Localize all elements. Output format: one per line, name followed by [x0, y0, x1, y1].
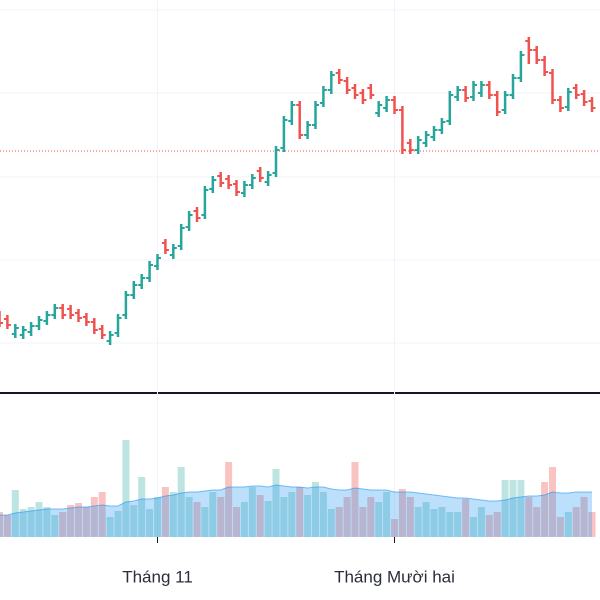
volume-bar	[146, 509, 154, 537]
volume-bar	[280, 497, 288, 537]
volume-bar	[122, 440, 130, 537]
volume-bar	[82, 507, 90, 537]
volume-bar	[383, 492, 391, 537]
volume-bar	[75, 503, 82, 537]
volume-bar	[438, 507, 446, 537]
volume-bar	[27, 507, 35, 537]
volume-bar	[114, 511, 122, 537]
volume-bar	[541, 482, 549, 537]
volume-bar	[564, 512, 572, 537]
volume-bar	[59, 512, 67, 537]
x-tick-label: Tháng 11	[122, 567, 193, 586]
volume-bar	[3, 515, 11, 537]
volume-bar	[106, 517, 114, 537]
volume-bar	[556, 517, 564, 537]
volume-bar	[572, 507, 580, 537]
volume-bar	[509, 480, 517, 537]
volume-bar	[533, 507, 541, 537]
volume-bar	[256, 495, 264, 537]
volume-bar	[312, 482, 319, 537]
volume-ma-area	[0, 485, 592, 537]
volume-bar	[525, 497, 533, 537]
volume-bar	[422, 502, 430, 537]
volume-bar	[304, 495, 312, 537]
volume-bar	[430, 509, 438, 537]
volume-bar	[217, 497, 225, 537]
volume-bar	[193, 502, 201, 537]
volume-bar	[288, 492, 296, 537]
volume-bar	[67, 505, 75, 537]
volume-bar	[335, 507, 343, 537]
volume-bar	[169, 492, 177, 537]
volume-bar	[462, 499, 470, 537]
volume-bar	[225, 462, 233, 537]
volume-bar	[43, 507, 51, 537]
volume-bar	[0, 512, 3, 537]
volume-bar	[549, 467, 556, 537]
volume-bar	[580, 497, 588, 537]
x-tick-label: Tháng Mười hai	[334, 567, 455, 586]
volume-bar	[406, 497, 414, 537]
volume-bar	[19, 509, 27, 537]
volume-bar	[319, 492, 327, 537]
volume-bar	[248, 487, 256, 537]
volume-bar	[264, 501, 272, 537]
volume-bar	[90, 497, 98, 537]
volume-bar	[351, 462, 359, 537]
volume-bar	[51, 515, 59, 537]
volume-bar	[161, 487, 169, 537]
volume-bar	[185, 497, 193, 537]
volume-bar	[154, 497, 161, 537]
volume-bar	[588, 512, 596, 537]
volume-bar	[446, 512, 454, 537]
volume-bar	[470, 517, 477, 537]
volume-bar	[209, 492, 217, 537]
volume-bar	[359, 507, 367, 537]
volume-bar	[343, 497, 351, 537]
volume-bar	[517, 480, 525, 537]
volume-bar	[35, 502, 43, 537]
volume-bar	[454, 512, 462, 537]
volume-bar	[367, 497, 375, 537]
volume-bar	[493, 512, 501, 537]
volume-bar	[327, 509, 335, 537]
volume-bar	[272, 469, 280, 537]
volume-bar	[391, 519, 398, 537]
volume-bar	[138, 477, 146, 537]
volume-bar	[398, 489, 406, 537]
volume-bar	[130, 505, 138, 537]
volume-bar	[201, 507, 209, 537]
volume-bar	[98, 492, 106, 537]
volume-bar	[177, 467, 185, 537]
volume-bar	[501, 480, 509, 537]
volume-ma-line	[0, 484, 592, 516]
volume-bar	[375, 502, 383, 537]
volume-bar	[485, 515, 493, 537]
volume-bar	[233, 507, 240, 537]
volume-bar	[296, 487, 304, 537]
volume-bar	[414, 507, 422, 537]
volume-bar	[477, 507, 485, 537]
volume-bar	[240, 502, 248, 537]
